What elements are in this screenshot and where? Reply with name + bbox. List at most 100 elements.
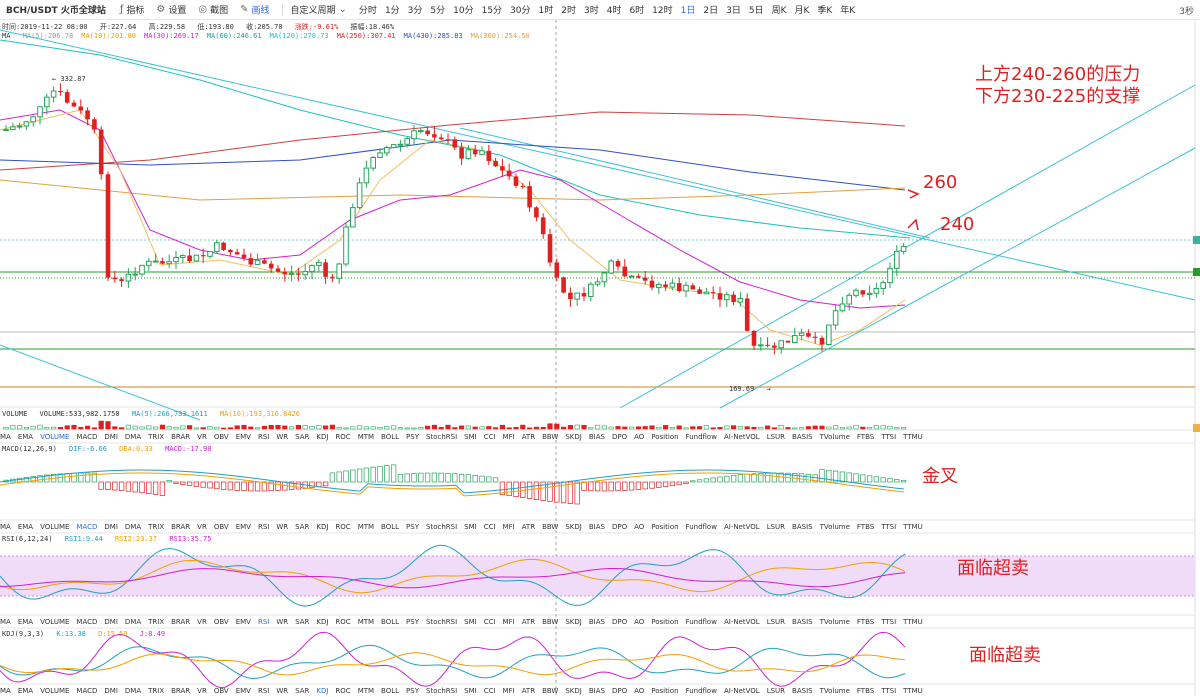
indicator-tab-bias[interactable]: BIAS (588, 433, 605, 441)
indicator-tab-macd[interactable]: MACD (76, 618, 98, 626)
indicator-tab-ttsi[interactable]: TTSI (881, 687, 897, 695)
indicator-tab-boll[interactable]: BOLL (381, 687, 400, 695)
period-2[interactable]: 3分 (407, 6, 423, 16)
indicator-tab-atr[interactable]: ATR (521, 433, 536, 441)
indicator-tab-dmi[interactable]: DMI (104, 687, 118, 695)
indicator-tab-rsi[interactable]: RSI (257, 618, 270, 626)
period-17[interactable]: 周K (771, 6, 787, 16)
indicator-tab-kdj[interactable]: KDJ (316, 523, 329, 531)
indicator-tab-fundflow[interactable]: Fundflow (685, 433, 717, 441)
indicator-tab-atr[interactable]: ATR (521, 618, 536, 626)
indicator-tab-position[interactable]: Position (651, 523, 679, 531)
indicator-tab-lsur[interactable]: LSUR (766, 687, 786, 695)
indicator-tab-ai-netvol[interactable]: AI-NetVOL (723, 618, 760, 626)
indicator-tab-kdj[interactable]: KDJ (316, 618, 329, 626)
indicator-tab-sar[interactable]: SAR (295, 433, 310, 441)
indicator-tab-fundflow[interactable]: Fundflow (685, 687, 717, 695)
indicator-tab-volume[interactable]: VOLUME (40, 687, 70, 695)
indicator-tab-sar[interactable]: SAR (295, 618, 310, 626)
indicator-tab-skdj[interactable]: SKDJ (565, 687, 582, 695)
indicator-tab-tvolume[interactable]: TVolume (819, 687, 850, 695)
indicator-tab-kdj[interactable]: KDJ (316, 687, 329, 695)
indicator-tab-stochrsi[interactable]: StochRSI (426, 523, 458, 531)
indicator-tab-wr[interactable]: WR (276, 687, 289, 695)
indicator-tab-brar[interactable]: BRAR (171, 687, 191, 695)
period-9[interactable]: 3时 (583, 6, 599, 16)
indicator-tab-ttmu[interactable]: TTMU (903, 618, 923, 626)
indicator-tab-stochrsi[interactable]: StochRSI (426, 618, 458, 626)
indicator-tab-rsi[interactable]: RSI (257, 687, 270, 695)
period-11[interactable]: 6时 (629, 6, 645, 16)
indicator-tab-ttmu[interactable]: TTMU (903, 433, 923, 441)
indicator-tab-sar[interactable]: SAR (295, 523, 310, 531)
indicator-tab-ema[interactable]: EMA (17, 523, 34, 531)
period-18[interactable]: 月K (794, 6, 810, 16)
indicator-tab-dpo[interactable]: DPO (611, 433, 628, 441)
indicator-tab-position[interactable]: Position (651, 687, 679, 695)
indicator-tab-psy[interactable]: PSY (406, 523, 419, 531)
indicator-tab-atr[interactable]: ATR (521, 523, 536, 531)
period-1[interactable]: 1分 (384, 6, 400, 16)
indicator-tab-macd[interactable]: MACD (76, 687, 98, 695)
indicator-tab-ao[interactable]: AO (634, 433, 645, 441)
indicator-tab-ao[interactable]: AO (634, 687, 645, 695)
indicator-tab-brar[interactable]: BRAR (171, 618, 191, 626)
indicator-tab-ao[interactable]: AO (634, 523, 645, 531)
period-0[interactable]: 分时 (358, 6, 377, 16)
indicator-tab-rsi[interactable]: RSI (257, 433, 270, 441)
indicator-tab-bias[interactable]: BIAS (588, 618, 605, 626)
indicator-tab-stochrsi[interactable]: StochRSI (426, 433, 458, 441)
indicator-tab-lsur[interactable]: LSUR (766, 618, 786, 626)
indicator-tab-ai-netvol[interactable]: AI-NetVOL (723, 433, 760, 441)
indicator-tab-ftbs[interactable]: FTBS (856, 687, 875, 695)
indicator-tab-vr[interactable]: VR (197, 433, 207, 441)
indicator-tab-ema[interactable]: EMA (17, 433, 34, 441)
indicator-tab-dpo[interactable]: DPO (611, 618, 628, 626)
indicator-tab-vr[interactable]: VR (197, 618, 207, 626)
indicator-tab-trix[interactable]: TRIX (148, 523, 165, 531)
indicator-tab-bbw[interactable]: BBW (542, 433, 559, 441)
indicator-tab-tvolume[interactable]: TVolume (819, 618, 850, 626)
indicator-tab-dpo[interactable]: DPO (611, 523, 628, 531)
indicator-tab-bias[interactable]: BIAS (588, 523, 605, 531)
indicator-tab-cci[interactable]: CCI (483, 618, 496, 626)
indicator-tab-ftbs[interactable]: FTBS (856, 523, 875, 531)
indicator-tab-wr[interactable]: WR (276, 433, 289, 441)
indicator-tab-smi[interactable]: SMI (464, 618, 477, 626)
indicator-tab-brar[interactable]: BRAR (171, 523, 191, 531)
indicator-tab-emv[interactable]: EMV (235, 618, 251, 626)
indicator-tab-mtm[interactable]: MTM (357, 523, 375, 531)
indicator-tab-boll[interactable]: BOLL (381, 433, 400, 441)
indicator-tab-ma[interactable]: MA (0, 687, 11, 695)
period-4[interactable]: 10分 (453, 6, 474, 16)
indicator-tab-stochrsi[interactable]: StochRSI (426, 687, 458, 695)
indicator-tab-ftbs[interactable]: FTBS (856, 433, 875, 441)
indicator-tab-dmi[interactable]: DMI (104, 433, 118, 441)
indicator-tab-skdj[interactable]: SKDJ (565, 523, 582, 531)
indicator-tab-macd[interactable]: MACD (76, 523, 98, 531)
indicator-tab-atr[interactable]: ATR (521, 687, 536, 695)
indicator-tab-dmi[interactable]: DMI (104, 523, 118, 531)
indicator-tab-ma[interactable]: MA (0, 523, 11, 531)
indicator-tab-obv[interactable]: OBV (213, 433, 229, 441)
indicator-tab-skdj[interactable]: SKDJ (565, 433, 582, 441)
indicator-tab-ema[interactable]: EMA (17, 687, 34, 695)
indicator-tab-basis[interactable]: BASIS (792, 523, 813, 531)
indicator-tab-dma[interactable]: DMA (124, 618, 142, 626)
period-14[interactable]: 2日 (703, 6, 719, 16)
indicator-tab-mfi[interactable]: MFI (502, 618, 515, 626)
indicator-tab-ao[interactable]: AO (634, 618, 645, 626)
indicator-tab-mfi[interactable]: MFI (502, 433, 515, 441)
indicator-tab-obv[interactable]: OBV (213, 687, 229, 695)
indicator-tab-basis[interactable]: BASIS (792, 433, 813, 441)
indicator-tab-fundflow[interactable]: Fundflow (685, 523, 717, 531)
indicator-tab-emv[interactable]: EMV (235, 433, 251, 441)
period-19[interactable]: 季K (817, 6, 833, 16)
indicator-tab-bias[interactable]: BIAS (588, 687, 605, 695)
indicator-tab-ai-netvol[interactable]: AI-NetVOL (723, 523, 760, 531)
indicator-tab-trix[interactable]: TRIX (148, 618, 165, 626)
indicator-tab-smi[interactable]: SMI (464, 523, 477, 531)
period-20[interactable]: 年K (840, 6, 856, 16)
period-13[interactable]: 1日 (680, 6, 696, 16)
indicator-tab-ai-netvol[interactable]: AI-NetVOL (723, 687, 760, 695)
